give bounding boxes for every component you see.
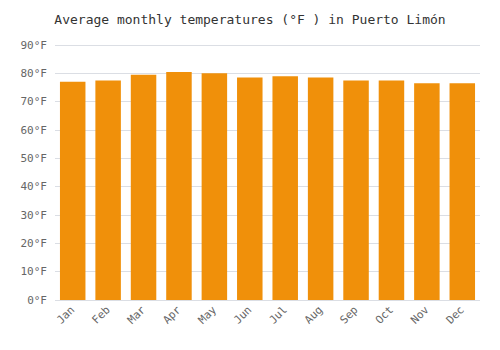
svg-text:10°F: 10°F xyxy=(21,265,48,278)
svg-text:Aug: Aug xyxy=(302,303,325,326)
svg-text:Jul: Jul xyxy=(267,303,290,326)
svg-text:Mar: Mar xyxy=(125,303,148,326)
svg-text:Feb: Feb xyxy=(89,303,112,326)
svg-text:Average monthly temperatures (: Average monthly temperatures (°F ) in Pu… xyxy=(54,12,445,27)
svg-text:Nov: Nov xyxy=(408,303,431,326)
svg-text:90°F: 90°F xyxy=(21,39,48,52)
svg-text:Jun: Jun xyxy=(231,303,254,326)
svg-text:Apr: Apr xyxy=(160,303,183,326)
svg-text:20°F: 20°F xyxy=(21,237,48,250)
svg-text:40°F: 40°F xyxy=(21,180,48,193)
svg-text:30°F: 30°F xyxy=(21,209,48,222)
svg-text:Dec: Dec xyxy=(444,303,467,326)
svg-text:May: May xyxy=(196,303,219,326)
svg-text:60°F: 60°F xyxy=(21,124,48,137)
svg-text:Jan: Jan xyxy=(54,303,77,326)
svg-text:Oct: Oct xyxy=(373,303,396,326)
svg-text:70°F: 70°F xyxy=(21,95,48,108)
svg-text:50°F: 50°F xyxy=(21,152,48,165)
svg-text:0°F: 0°F xyxy=(27,294,47,307)
svg-text:80°F: 80°F xyxy=(21,67,48,80)
svg-text:Sep: Sep xyxy=(337,303,360,326)
